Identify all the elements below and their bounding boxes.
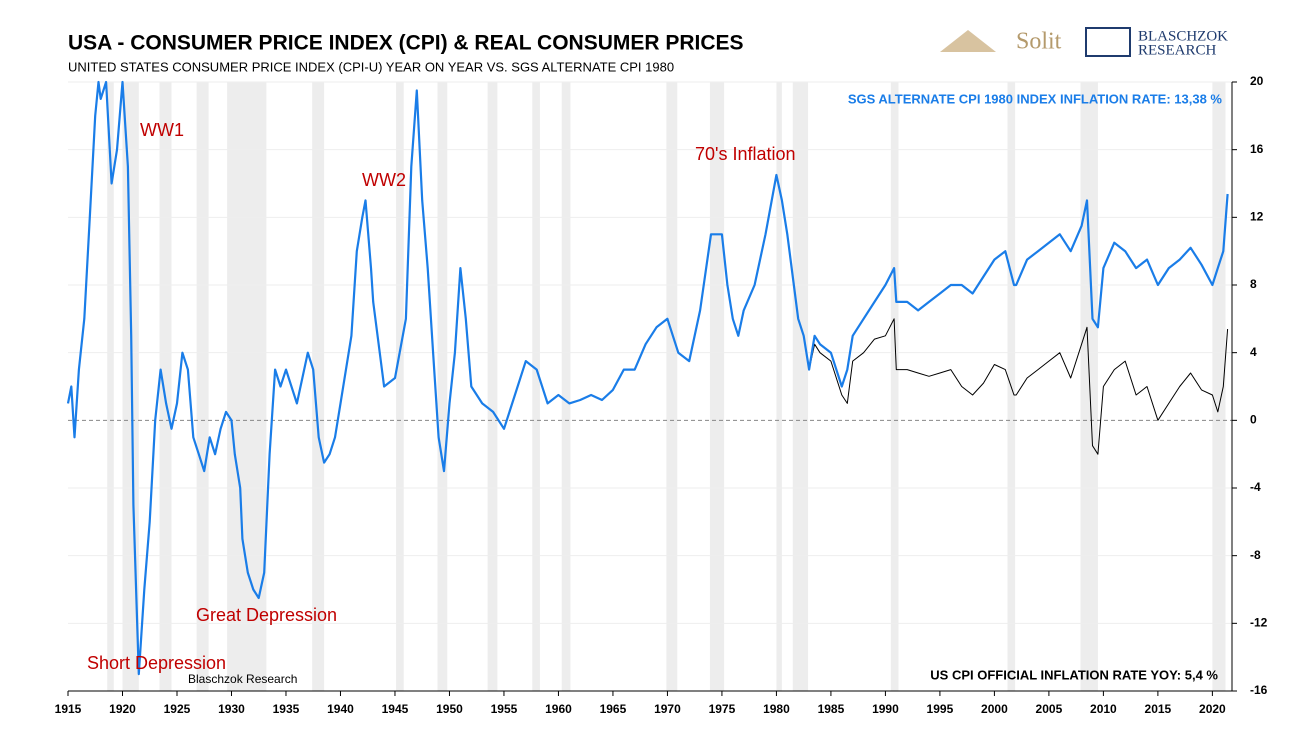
annotation: Short Depression <box>87 653 226 673</box>
recession-band <box>312 82 325 691</box>
recession-band <box>776 82 782 691</box>
recession-band <box>709 82 725 691</box>
recession-band <box>196 82 209 691</box>
y-tick-label: -8 <box>1250 548 1261 562</box>
annotation: WW1 <box>140 120 184 140</box>
annotation: 70's Inflation <box>695 144 796 164</box>
recession-band <box>792 82 809 691</box>
x-tick-label: 1945 <box>382 702 409 716</box>
x-tick-label: 2020 <box>1199 702 1226 716</box>
x-tick-label: 1920 <box>109 702 136 716</box>
x-tick-label: 1975 <box>709 702 736 716</box>
logo-text: Solit <box>1016 29 1062 55</box>
x-tick-label: 1925 <box>164 702 191 716</box>
series-line <box>808 318 1229 455</box>
logo-text: RESEARCH <box>1138 42 1217 58</box>
x-tick-label: 1970 <box>654 702 681 716</box>
x-tick-label: 2010 <box>1090 702 1117 716</box>
y-tick-label: 0 <box>1250 413 1257 427</box>
y-tick-label: 8 <box>1250 277 1257 291</box>
annotation: WW2 <box>362 170 406 190</box>
x-tick-label: 1930 <box>218 702 245 716</box>
x-tick-label: 1915 <box>55 702 82 716</box>
x-tick-label: 1980 <box>763 702 790 716</box>
y-tick-label: 4 <box>1250 345 1257 359</box>
y-tick-label: -4 <box>1250 480 1261 494</box>
logo-text: BLASCHZOK <box>1138 28 1228 44</box>
x-tick-label: 1995 <box>927 702 954 716</box>
source: Blaschzok Research <box>188 672 297 686</box>
series-line <box>66 80 1229 676</box>
x-tick-label: 2005 <box>1036 702 1063 716</box>
recession-band <box>1212 82 1226 691</box>
recession-band <box>561 82 571 691</box>
annotation: Great Depression <box>196 605 337 625</box>
logo: Solit BLASCHZOK RESEARCH <box>940 27 1228 58</box>
recession-band <box>532 82 540 691</box>
recession-band <box>437 82 448 691</box>
y-tick-label: -16 <box>1250 683 1268 697</box>
series-label: US CPI OFFICIAL INFLATION RATE YOY: 5,4 … <box>930 667 1218 682</box>
x-tick-label: 1935 <box>273 702 300 716</box>
x-tick-label: 1955 <box>491 702 518 716</box>
chart-subtitle: UNITED STATES CONSUMER PRICE INDEX (CPI-… <box>68 59 674 74</box>
recession-band <box>890 82 899 691</box>
x-tick-label: 1960 <box>545 702 572 716</box>
recession-band <box>666 82 678 691</box>
series-label: SGS ALTERNATE CPI 1980 INDEX INFLATION R… <box>848 91 1223 106</box>
recession-band <box>1080 82 1098 691</box>
x-tick-label: 1950 <box>436 702 463 716</box>
recession-band <box>487 82 498 691</box>
x-tick-label: 1965 <box>600 702 627 716</box>
y-tick-label: 16 <box>1250 142 1264 156</box>
logo-icon <box>940 30 996 52</box>
logo-icon <box>1085 27 1131 57</box>
x-tick-label: 1985 <box>818 702 845 716</box>
y-tick-label: 12 <box>1250 210 1264 224</box>
chart-title: USA - CONSUMER PRICE INDEX (CPI) & REAL … <box>68 32 744 55</box>
y-tick-label: 20 <box>1250 74 1264 88</box>
recession-band <box>227 82 267 691</box>
x-tick-label: 1940 <box>327 702 354 716</box>
x-tick-label: 2000 <box>981 702 1008 716</box>
x-tick-label: 1990 <box>872 702 899 716</box>
x-tick-label: 2015 <box>1145 702 1172 716</box>
recession-band <box>396 82 404 691</box>
y-tick-label: -12 <box>1250 616 1268 630</box>
recession-band <box>107 82 114 691</box>
recession-band <box>159 82 172 691</box>
